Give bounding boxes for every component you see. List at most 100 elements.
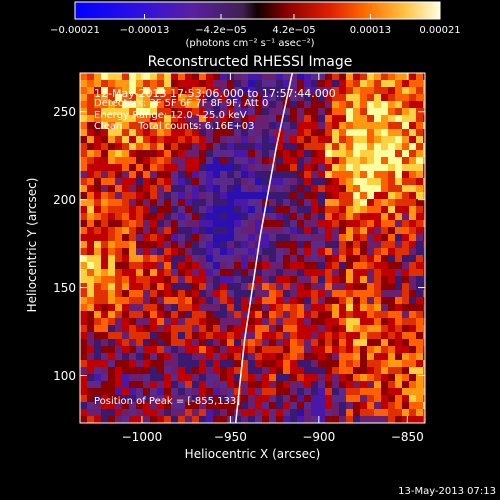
heatmap-cell — [388, 311, 396, 319]
heatmap-cell — [213, 269, 221, 277]
heatmap-cell — [80, 94, 88, 102]
heatmap-cell — [381, 94, 389, 102]
heatmap-cell — [101, 290, 109, 298]
heatmap-cell — [157, 381, 165, 389]
heatmap-cell — [262, 80, 270, 88]
heatmap-cell — [220, 136, 228, 144]
heatmap-cell — [143, 248, 151, 256]
heatmap-cell — [423, 297, 425, 305]
heatmap-cell — [409, 178, 417, 186]
heatmap-cell — [94, 388, 102, 396]
heatmap-cell — [150, 192, 158, 200]
heatmap-cell — [325, 80, 333, 88]
heatmap-cell — [416, 388, 424, 396]
heatmap-cell — [129, 171, 137, 179]
heatmap-cell — [171, 367, 179, 375]
heatmap-cell — [318, 73, 326, 81]
heatmap-cell — [164, 248, 172, 256]
heatmap-cell — [318, 381, 326, 389]
heatmap-cell — [122, 234, 130, 242]
heatmap-cell — [346, 122, 354, 130]
heatmap-cell — [220, 255, 228, 263]
heatmap-cell — [276, 164, 284, 172]
heatmap-cell — [353, 402, 361, 410]
heatmap-cell — [234, 255, 242, 263]
heatmap-cell — [374, 416, 382, 423]
heatmap-cell — [192, 304, 200, 312]
heatmap-cell — [269, 367, 277, 375]
heatmap-cell — [227, 318, 235, 326]
heatmap-cell — [346, 367, 354, 375]
heatmap-cell — [185, 143, 193, 151]
heatmap-cell — [276, 94, 284, 102]
heatmap-cell — [297, 409, 305, 417]
heatmap-cell — [360, 150, 368, 158]
heatmap-cell — [206, 311, 214, 319]
heatmap-cell — [339, 80, 347, 88]
heatmap-cell — [220, 171, 228, 179]
heatmap-cell — [353, 276, 361, 284]
heatmap-cell — [388, 80, 396, 88]
heatmap-cell — [339, 360, 347, 368]
heatmap-cell — [374, 101, 382, 109]
heatmap-cell — [388, 129, 396, 137]
heatmap-cell — [367, 143, 375, 151]
heatmap-cell — [318, 213, 326, 221]
heatmap-cell — [185, 87, 193, 95]
colorbar-gradient — [74, 1, 441, 20]
heatmap-cell — [87, 262, 95, 270]
heatmap-cell — [395, 234, 403, 242]
heatmap-cell — [304, 115, 312, 123]
heatmap-cell — [185, 101, 193, 109]
heatmap-cell — [206, 206, 214, 214]
heatmap-cell — [164, 129, 172, 137]
heatmap-cell — [416, 136, 424, 144]
heatmap-cell — [402, 213, 410, 221]
heatmap-cell — [297, 360, 305, 368]
heatmap-cell — [206, 157, 214, 165]
heatmap-cell — [311, 304, 319, 312]
heatmap-cell — [108, 213, 116, 221]
heatmap-cell — [276, 108, 284, 116]
heatmap-cell — [129, 143, 137, 151]
heatmap-cell — [381, 164, 389, 172]
heatmap-cell — [241, 171, 249, 179]
heatmap-cell — [290, 416, 298, 423]
heatmap-cell — [255, 164, 263, 172]
heatmap-cell — [311, 234, 319, 242]
heatmap-cell — [409, 94, 417, 102]
heatmap-cell — [290, 255, 298, 263]
heatmap-cell — [297, 374, 305, 382]
heatmap-cell — [423, 220, 425, 228]
heatmap-cell — [325, 381, 333, 389]
heatmap-cell — [178, 290, 186, 298]
heatmap-cell — [360, 255, 368, 263]
heatmap-cell — [381, 248, 389, 256]
heatmap-cell — [353, 311, 361, 319]
heatmap-cell — [332, 381, 340, 389]
heatmap-cell — [332, 87, 340, 95]
heatmap-cell — [311, 318, 319, 326]
heatmap-cell — [311, 192, 319, 200]
heatmap-cell — [185, 325, 193, 333]
heatmap-cell — [115, 332, 123, 340]
heatmap-cell — [311, 248, 319, 256]
heatmap-cell — [395, 304, 403, 312]
heatmap-cell — [220, 248, 228, 256]
heatmap-cell — [290, 157, 298, 165]
heatmap-cell — [101, 332, 109, 340]
heatmap-cell — [178, 87, 186, 95]
heatmap-cell — [311, 220, 319, 228]
heatmap-cell — [416, 220, 424, 228]
heatmap-cell — [80, 234, 88, 242]
heatmap-cell — [108, 248, 116, 256]
heatmap-cell — [157, 290, 165, 298]
heatmap-cell — [87, 283, 95, 291]
heatmap-cell — [213, 87, 221, 95]
heatmap-cell — [129, 367, 137, 375]
heatmap-cell — [94, 283, 102, 291]
annotation-time: 12-May-2013 17:53:06.000 to 17:57:44.000 — [94, 87, 336, 100]
heatmap-cell — [311, 381, 319, 389]
heatmap-cell — [206, 241, 214, 249]
y-tick-label: 100 — [53, 368, 76, 383]
